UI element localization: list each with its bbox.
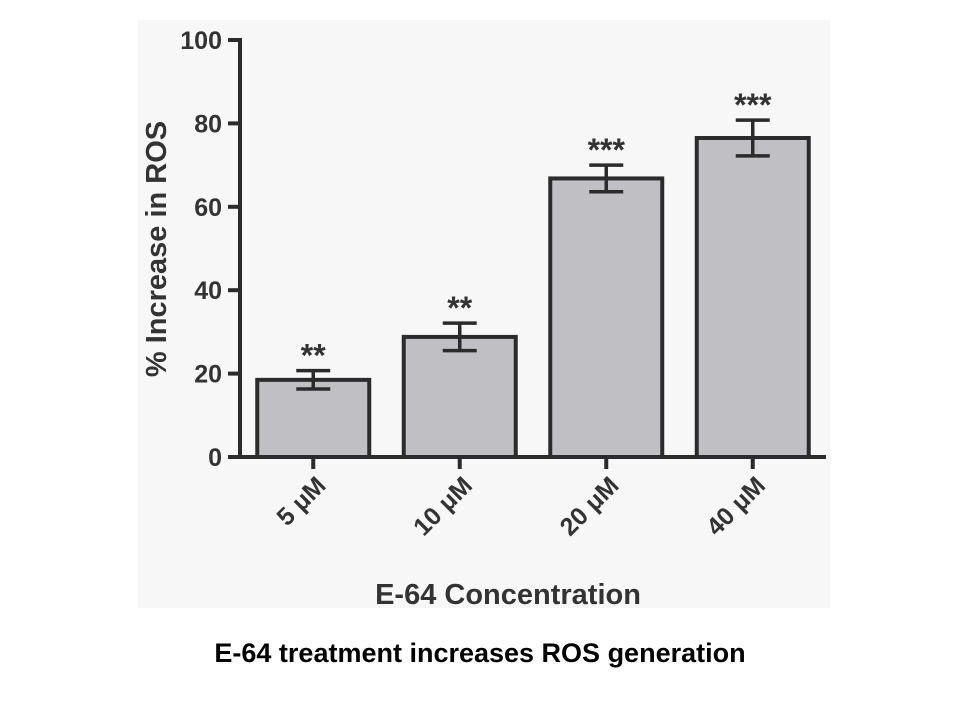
caption: E-64 treatment increases ROS generation — [214, 638, 746, 668]
bar — [548, 176, 665, 459]
x-tick-label: 40 μM — [701, 471, 771, 541]
y-tick-label: 80 — [194, 110, 222, 138]
x-axis-title: E-64 Concentration — [375, 579, 641, 611]
significance-label: ** — [447, 290, 472, 326]
significance-label: *** — [734, 87, 772, 123]
bar — [255, 377, 372, 460]
significance-label: *** — [588, 132, 626, 168]
bars: ********** — [255, 87, 811, 460]
significance-label: ** — [301, 338, 326, 374]
x-tick-label: 5 μM — [271, 471, 331, 531]
bar — [401, 334, 518, 459]
x-tick-label: 20 μM — [555, 471, 625, 541]
y-tick-label: 40 — [194, 277, 222, 305]
y-axis-title: % Increase in ROS — [141, 121, 173, 377]
y-tick-label: 20 — [194, 361, 222, 389]
y-tick-label: 100 — [180, 27, 222, 55]
y-tick-label: 0 — [208, 444, 222, 472]
x-tick-label: 10 μM — [408, 471, 478, 541]
y-tick-label: 60 — [194, 194, 222, 222]
bar — [694, 135, 811, 459]
